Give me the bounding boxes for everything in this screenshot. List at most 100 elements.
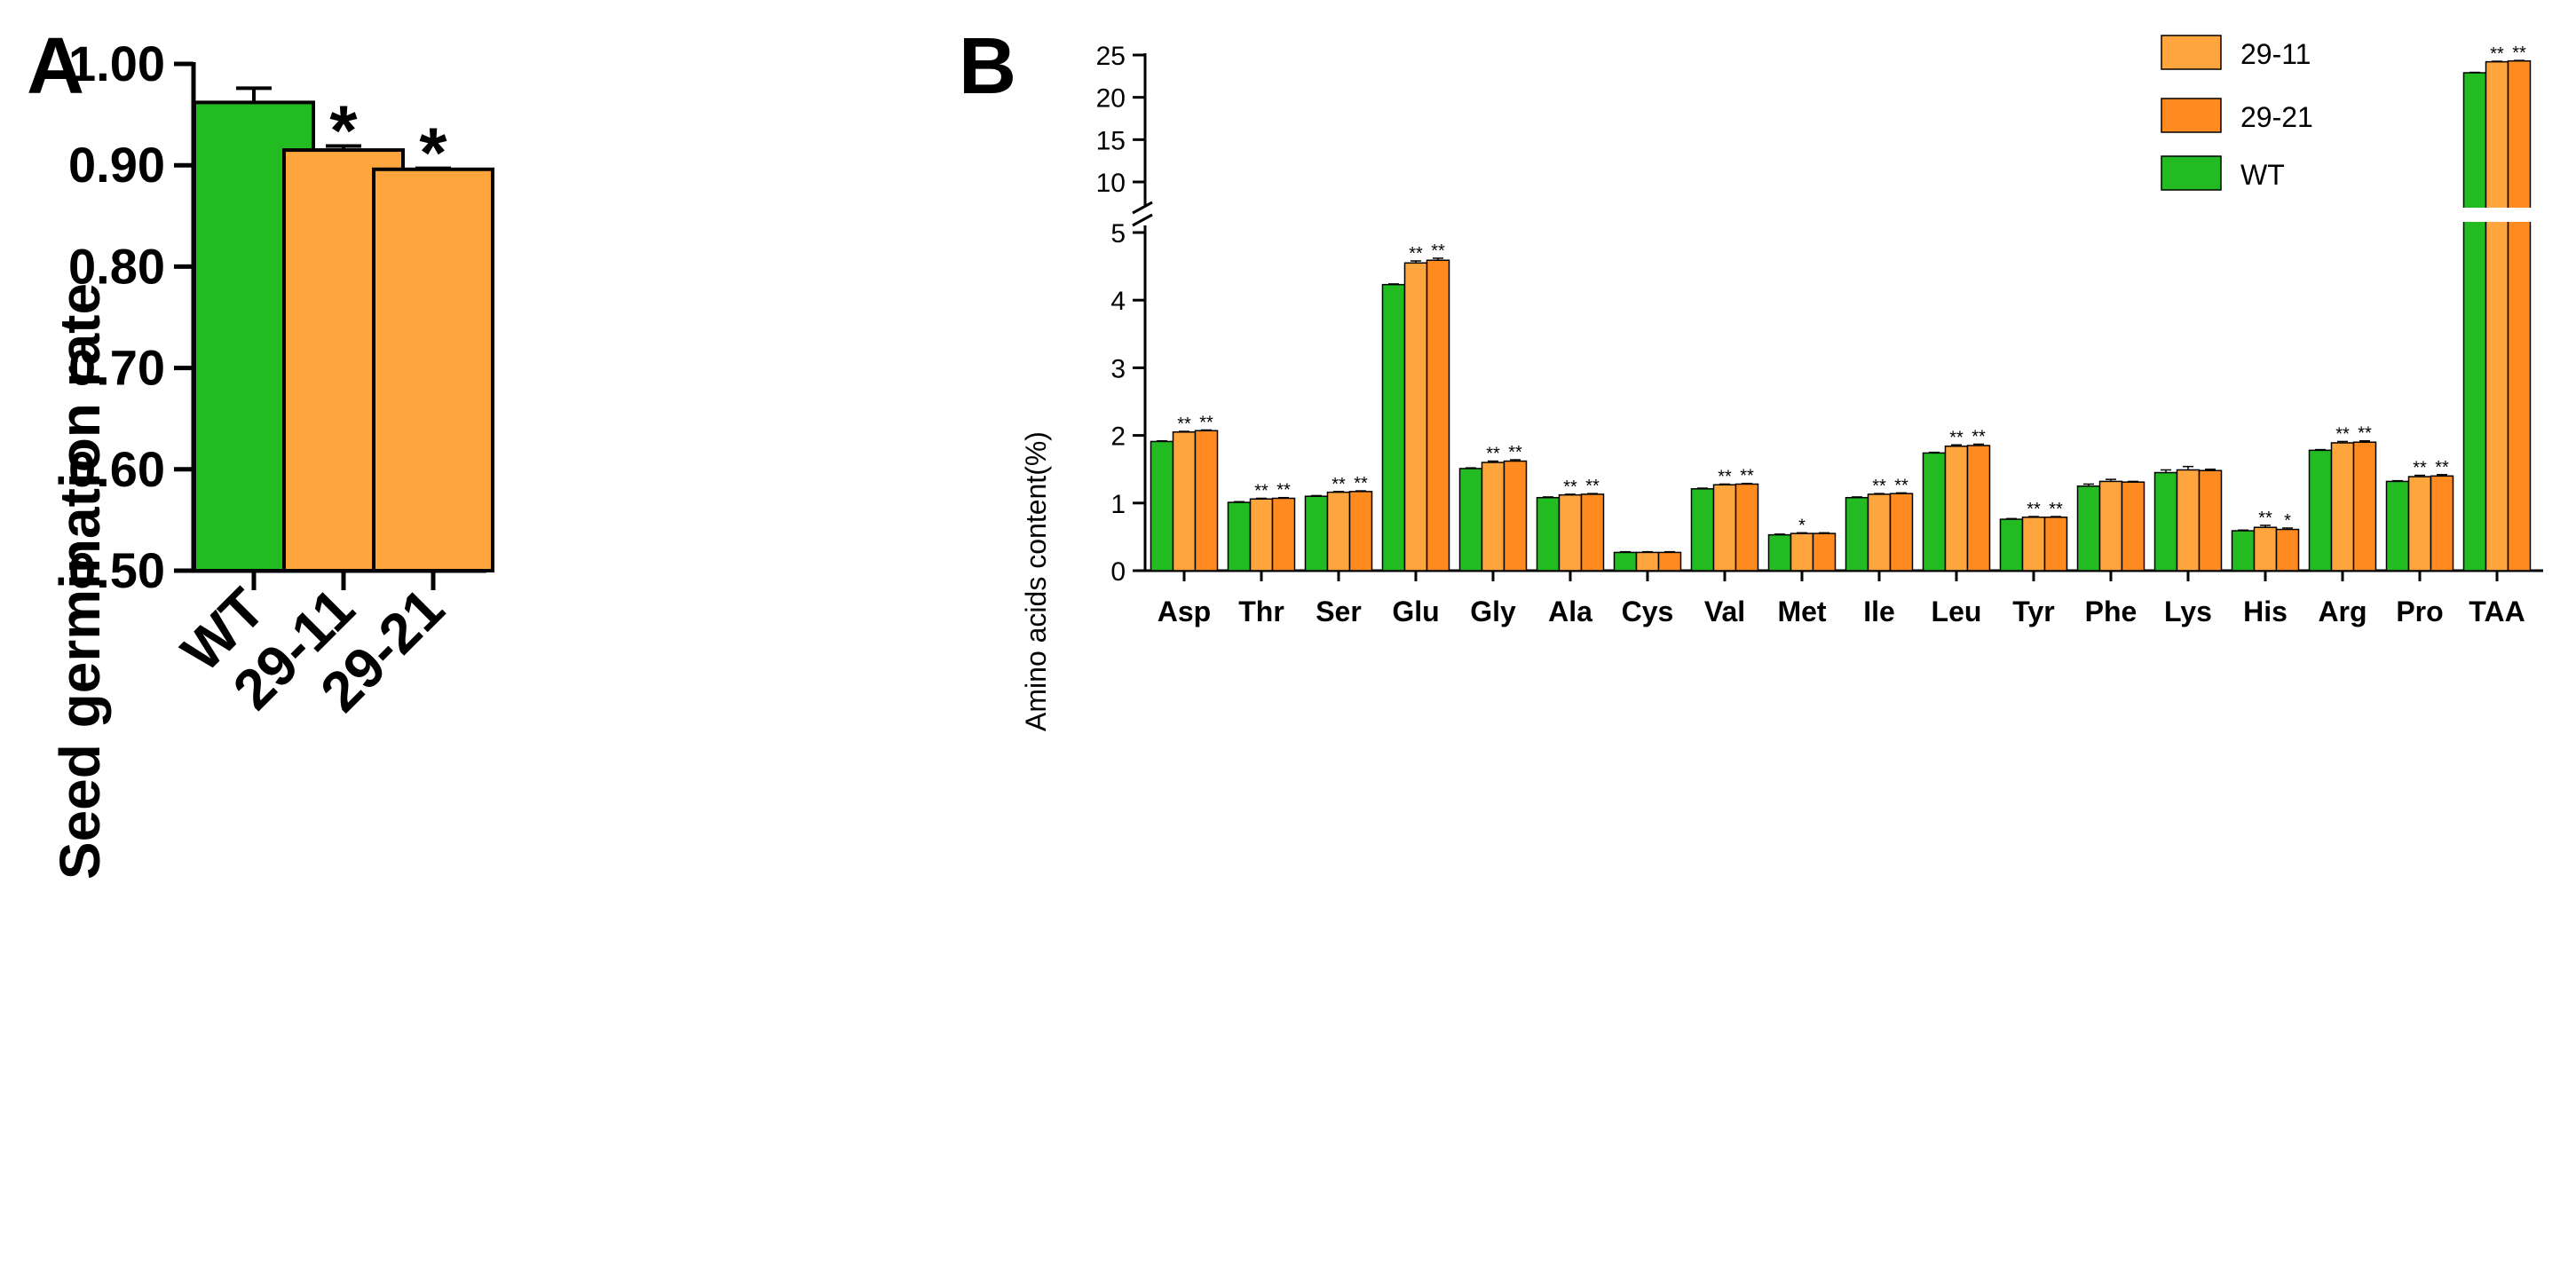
chart-b-bar-29-11 — [1481, 462, 1505, 572]
chart-b-x-tick-label: Ser — [1316, 596, 1362, 627]
chart-b-legend-swatch — [2161, 155, 2222, 191]
chart-b-bar-29-11 — [2253, 526, 2278, 572]
chart-b-bar-29-11 — [1326, 491, 1351, 572]
chart-b-y-tick-label: 15 — [1096, 126, 1126, 155]
chart-b-bar-wt — [2153, 471, 2178, 572]
chart-b-significance-mark: ** — [1199, 414, 1213, 433]
chart-b-significance-mark: ** — [1872, 477, 1886, 496]
chart-b-y-tick-label: 3 — [1110, 354, 1126, 383]
chart-b-bar-wt — [2076, 485, 2101, 572]
chart-b-significance-mark: ** — [1949, 428, 1964, 447]
chart-b-y-tick-label: 0 — [1110, 557, 1126, 587]
chart-b-x-tick-label: Gly — [1470, 596, 1516, 627]
chart-b-x-tick-label: Ala — [1548, 596, 1592, 627]
chart-b-significance-mark: ** — [2435, 458, 2449, 477]
chart-b-bar-wt — [1381, 283, 1406, 572]
chart-b-bar-29-21 — [1503, 460, 1528, 572]
chart-b-legend-label: WT — [2240, 159, 2285, 191]
chart-b-y-tick-label: 2 — [1110, 422, 1126, 452]
chart-b-bar-29-21 — [2430, 475, 2454, 572]
chart-b-bar-wt — [1613, 551, 1638, 572]
chart-b-x-tick-label: Asp — [1158, 596, 1211, 627]
chart-b-bar-29-21 — [2198, 469, 2223, 572]
chart-b-x-tick-label: Phe — [2085, 596, 2137, 627]
chart-b-x-tick-label: Leu — [1932, 596, 1982, 627]
chart-b-significance-mark: * — [1798, 516, 1806, 535]
chart-b-significance-mark: ** — [2512, 43, 2526, 63]
chart-b-bar-29-21 — [2352, 441, 2377, 572]
chart-b-bar-29-11 — [2021, 517, 2046, 572]
chart-a-y-tick-label: 0.70 — [68, 340, 165, 396]
chart-b-y-axis-label: Amino acids content(%) — [1020, 431, 1052, 731]
chart-b-bar-29-11 — [2098, 480, 2123, 572]
chart-b-x-tick-label: Arg — [2318, 596, 2367, 627]
chart-b-significance-mark: ** — [2335, 424, 2350, 444]
chart-b-y-tick-label: 4 — [1110, 287, 1126, 316]
chart-b-bar-29-21 — [1966, 445, 1991, 572]
chart-b-bar-29-21 — [1426, 259, 1450, 572]
chart-b-bar-wt — [2462, 72, 2487, 572]
chart-b-significance-mark: ** — [2258, 509, 2272, 528]
chart-b-significance-mark: ** — [2027, 500, 2041, 519]
chart-b-legend-swatch — [2161, 35, 2222, 70]
chart-b-bar-29-11 — [2176, 469, 2201, 572]
chart-b-x-tick-label: His — [2243, 596, 2288, 627]
chart-b-axis-break-mark — [1132, 213, 1153, 227]
chart-b-bar-29-21 — [1580, 493, 1605, 572]
chart-b-significance-mark: ** — [1718, 467, 1732, 486]
chart-b-bar-29-11 — [1790, 533, 1814, 572]
chart-b-bar-29-21 — [1889, 493, 1914, 572]
chart-b-axis-break-mark — [1132, 201, 1153, 215]
chart-b-bar-29-11 — [2485, 60, 2509, 572]
chart-b-significance-mark: ** — [2358, 424, 2372, 444]
chart-b-bar-29-21 — [2507, 59, 2532, 572]
chart-b-bar-wt — [1922, 452, 1947, 572]
chart-b-bar-29-21 — [2121, 481, 2145, 572]
chart-b-bar-wt — [1458, 468, 1483, 572]
chart-b-bar-29-11 — [2330, 442, 2355, 572]
chart-b-significance-mark: ** — [1740, 467, 1754, 486]
chart-b-bar-wt — [1845, 496, 1869, 572]
chart-a-significance-mark: * — [419, 114, 447, 193]
chart-b-x-tick-label: Glu — [1392, 596, 1439, 627]
chart-b-significance-mark: ** — [1486, 445, 1500, 464]
chart-b-bar-29-21 — [1271, 497, 1296, 572]
chart-a-y-axis-label: Seed germination rate — [48, 283, 112, 880]
chart-b-y-tick-label: 1 — [1110, 490, 1126, 519]
chart-b-bar-29-21 — [1734, 483, 1759, 572]
chart-b-significance-mark: ** — [1563, 477, 1577, 497]
chart-b-bar-29-11 — [1172, 431, 1197, 572]
chart-b-bar-29-21 — [2275, 528, 2300, 572]
chart-b-x-tick-label: Val — [1704, 596, 1745, 627]
chart-b-bar-29-21 — [2043, 517, 2068, 572]
chart-a-y-tick-label: 0.60 — [68, 441, 165, 497]
chart-b-bar-wt — [1304, 495, 1329, 572]
chart-b-bar-29-21 — [1812, 533, 1837, 572]
chart-b-x-tick-label: Thr — [1238, 596, 1284, 627]
panel-label-b: B — [959, 22, 1016, 111]
chart-b-bar-29-11 — [2407, 476, 2432, 572]
chart-b-bar-wt — [1150, 440, 1174, 572]
panel-label-a: A — [27, 22, 84, 111]
chart-b-significance-mark: * — [2284, 511, 2291, 531]
chart-b-bar-29-11 — [1403, 262, 1428, 572]
chart-a-y-tick-label: 1.00 — [68, 36, 165, 91]
chart-b-bar-wt — [2385, 480, 2410, 572]
chart-b-bar-29-11 — [1635, 551, 1660, 572]
chart-b-legend-label: 29-21 — [2240, 101, 2313, 133]
chart-b-significance-mark: ** — [1177, 414, 1191, 434]
chart-b-bar-wt — [1767, 533, 1792, 572]
chart-a-y-tick-label: 0.90 — [68, 137, 165, 193]
chart-b-significance-mark: ** — [1331, 475, 1346, 494]
chart-b-bar-29-11 — [1944, 446, 1969, 572]
chart-b-y-tick-label: 10 — [1096, 169, 1126, 198]
chart-b-x-tick-label: Tyr — [2012, 596, 2054, 627]
chart-b-significance-mark: ** — [1276, 481, 1291, 501]
chart-b-significance-mark: ** — [1254, 481, 1268, 501]
chart-b-bar-wt — [1690, 488, 1715, 572]
chart-b-significance-mark: ** — [2049, 500, 2063, 519]
chart-b-significance-mark: ** — [1508, 443, 1522, 462]
chart-b-significance-mark: ** — [2413, 459, 2427, 478]
